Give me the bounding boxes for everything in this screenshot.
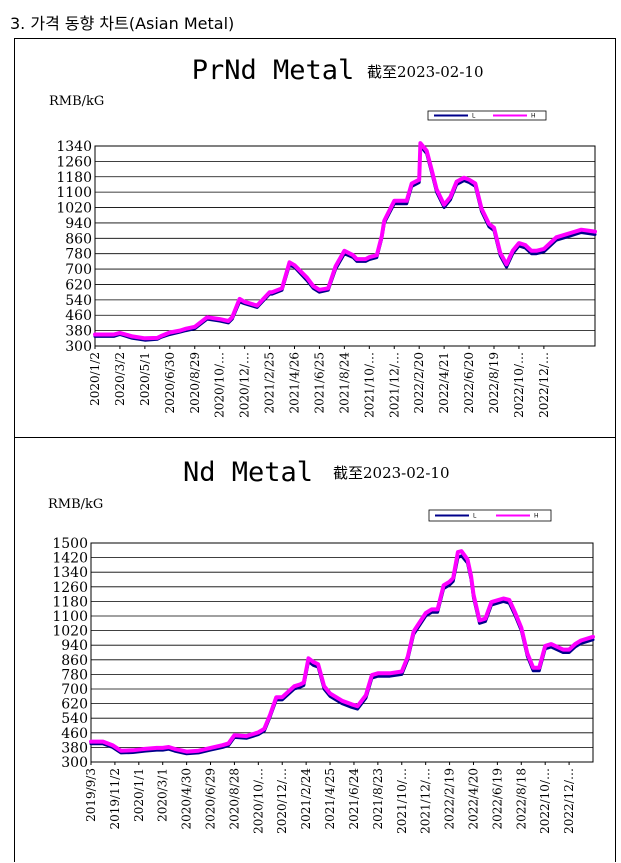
- legend-label-h: H: [531, 113, 536, 120]
- x-tick-label: 2021/10/…: [362, 352, 376, 418]
- y-tick-label: 1020: [56, 201, 92, 217]
- y-tick-label: 1260: [52, 580, 88, 596]
- x-tick-label: 2021/12/…: [419, 768, 433, 834]
- x-tick-label: 2022/6/19: [490, 768, 504, 830]
- x-tick-label: 2021/8/23: [371, 768, 385, 830]
- y-tick-label: 540: [61, 711, 88, 727]
- y-tick-label: 380: [61, 740, 88, 756]
- y-tick-label: 700: [65, 262, 92, 278]
- x-tick-label: 2021/4/26: [288, 352, 302, 414]
- x-tick-label: 2020/10/…: [213, 352, 227, 418]
- x-tick-label: 2022/8/19: [487, 352, 501, 414]
- x-tick-label: 2021/6/24: [347, 768, 361, 830]
- x-tick-label: 2021/2/24: [299, 768, 313, 830]
- x-tick-label: 2020/4/30: [180, 768, 194, 830]
- y-axis-unit-label: RMB/kG: [48, 497, 103, 512]
- y-tick-label: 1420: [52, 551, 88, 567]
- x-tick-label: 2020/1/2: [88, 352, 102, 406]
- chart-title: PrNd Metal: [192, 55, 355, 86]
- x-tick-label: 2022/2/20: [412, 352, 426, 414]
- plot-area: [94, 145, 596, 347]
- x-tick-label: 2022/6/20: [462, 352, 476, 414]
- x-tick-label: 2022/4/20: [466, 768, 480, 830]
- y-tick-label: 1500: [52, 536, 88, 552]
- y-axis-unit-label: RMB/kG: [49, 94, 104, 109]
- y-tick-label: 1020: [52, 624, 88, 640]
- y-tick-label: 300: [65, 339, 92, 355]
- x-tick-label: 2022/12/…: [537, 352, 551, 418]
- x-tick-label: 2021/12/…: [387, 352, 401, 418]
- x-tick-label: 2021/10/…: [395, 768, 409, 834]
- x-tick-label: 2020/6/29: [204, 768, 218, 830]
- y-tick-label: 380: [65, 324, 92, 340]
- x-tick-label: 2021/6/25: [312, 352, 326, 414]
- plot-area: [90, 542, 594, 763]
- legend-label-l: L: [473, 513, 477, 520]
- x-tick-label: 2022/10/…: [538, 768, 552, 834]
- x-tick-label: 2019/11/2: [108, 768, 122, 830]
- x-tick-label: 2020/1/1: [132, 768, 146, 822]
- y-tick-label: 1100: [56, 185, 92, 201]
- series-line-h: [89, 549, 595, 754]
- x-tick-label: 2020/3/2: [113, 352, 127, 406]
- x-tick-label: 2021/8/24: [337, 352, 351, 414]
- chart-date-label: 截至2023-02-10: [333, 464, 450, 482]
- legend-label-l: L: [472, 113, 476, 120]
- x-tick-label: 2021/4/25: [323, 768, 337, 830]
- prnd-chart-panel: PrNd Metal 截至2023-02-10 RMB/kG L H 300 380 460 5…: [14, 38, 616, 440]
- y-tick-label: 1260: [56, 154, 92, 170]
- y-tick-label: 1340: [56, 139, 92, 155]
- y-tick-label: 460: [61, 726, 88, 742]
- series-line-h: [93, 141, 597, 341]
- x-tick-label: 2022/10/…: [512, 352, 526, 418]
- y-tick-label: 1340: [52, 565, 88, 581]
- y-tick-label: 620: [61, 697, 88, 713]
- x-tick-label: 2020/6/30: [163, 352, 177, 414]
- x-tick-label: 2020/12/…: [275, 768, 289, 834]
- y-tick-label: 700: [61, 682, 88, 698]
- y-tick-label: 540: [65, 293, 92, 309]
- nd-chart-panel: Nd Metal 截至2023-02-10 RMB/kG L H 300 380 460 540…: [14, 437, 616, 862]
- x-tick-label: 2019/9/3: [84, 768, 98, 822]
- x-tick-label: 2020/5/1: [138, 352, 152, 406]
- x-tick-label: 2020/8/29: [188, 352, 202, 414]
- x-tick-label: 2022/8/18: [514, 768, 528, 830]
- y-tick-label: 1100: [52, 609, 88, 625]
- y-tick-label: 1180: [56, 170, 92, 186]
- x-tick-label: 2020/12/…: [238, 352, 252, 418]
- chart-date-label: 截至2023-02-10: [367, 63, 484, 81]
- y-tick-label: 1180: [52, 594, 88, 610]
- x-tick-label: 2020/3/1: [156, 768, 170, 822]
- section-heading: 3. 가격 동향 차트(Asian Metal): [10, 14, 235, 33]
- x-tick-label: 2022/12/…: [562, 768, 576, 834]
- y-tick-label: 300: [61, 755, 88, 771]
- y-tick-label: 860: [65, 231, 92, 247]
- x-tick-label: 2020/8/28: [227, 768, 241, 830]
- y-tick-label: 860: [61, 653, 88, 669]
- x-tick-label: 2022/4/21: [437, 352, 451, 414]
- x-tick-label: 2022/2/19: [443, 768, 457, 830]
- y-tick-label: 940: [61, 638, 88, 654]
- chart-title: Nd Metal: [183, 457, 313, 488]
- legend-label-h: H: [534, 513, 539, 520]
- y-tick-label: 940: [65, 216, 92, 232]
- x-tick-label: 2020/10/…: [251, 768, 265, 834]
- y-tick-label: 460: [65, 308, 92, 324]
- y-tick-label: 620: [65, 277, 92, 293]
- x-tick-label: 2021/2/25: [263, 352, 277, 414]
- legend-box: [427, 110, 547, 121]
- legend-box: [428, 509, 552, 522]
- y-tick-label: 780: [61, 667, 88, 683]
- y-tick-label: 780: [65, 247, 92, 263]
